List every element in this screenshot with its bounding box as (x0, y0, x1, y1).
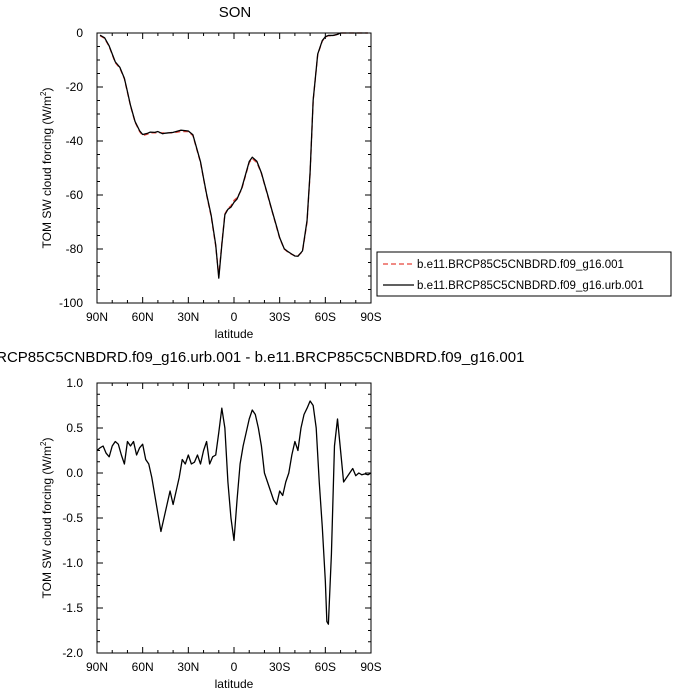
x-tick-label: 60N (132, 660, 154, 674)
x-tick-label: 90N (86, 310, 108, 324)
plot-frame (96, 382, 372, 654)
x-tick-label: 60N (132, 310, 154, 324)
y-tick-label: -80 (66, 242, 84, 256)
y-tick-label: 0.0 (66, 466, 83, 480)
x-tick-label: 90S (360, 660, 381, 674)
y-axis-label-main: TOM SW cloud forcing (W/m (40, 446, 54, 598)
x-tick-label: 60S (315, 310, 336, 324)
y-axis-label: TOM SW cloud forcing (W/m2) (39, 88, 54, 249)
x-axis-label: latitude (215, 677, 254, 691)
series-line-1 (99, 32, 368, 279)
top-chart: 90N 60N 30N 0 30S 60S 90S 0 -20 -40 -60 -80 -100 lati… (39, 26, 382, 341)
y-axis-label-end: ) (40, 438, 54, 442)
y-tick-label: -60 (66, 188, 84, 202)
legend-label-1: b.e11.BRCP85C5CNBDRD.f09_g16.urb.001 (417, 280, 644, 292)
y-axis-label-superscript: 2 (39, 441, 48, 446)
legend: b.e11.BRCP85C5CNBDRD.f09_g16.001 b.e11.BR… (376, 251, 672, 297)
x-tick-label: 30N (177, 660, 199, 674)
bottom-chart: 90N 60N 30N 0 30S 60S 90S 1.0 0.5 0.0 -0.5 -1.0 -1.5… (39, 376, 382, 691)
x-tick-label: 90N (86, 660, 108, 674)
y-axis-label-end: ) (40, 88, 54, 92)
x-tick-label: 90S (360, 310, 381, 324)
x-tick-label: 30S (269, 310, 290, 324)
y-axis-label-main: TOM SW cloud forcing (W/m (40, 96, 54, 248)
x-tick-label: 30N (177, 310, 199, 324)
y-tick-label: 1.0 (66, 376, 83, 390)
y-tick-label: -0.5 (62, 511, 83, 525)
y-tick-label: 0.5 (66, 421, 83, 435)
legend-label-0: b.e11.BRCP85C5CNBDRD.f09_g16.001 (417, 259, 624, 271)
x-tick-label: 0 (231, 310, 238, 324)
series-line-0 (99, 32, 368, 277)
top-chart-title: SON (219, 4, 252, 21)
y-tick-label: -2.0 (62, 646, 83, 660)
x-tick-label: 30S (269, 660, 290, 674)
y-tick-label: -1.5 (62, 601, 83, 615)
y-tick-label: -20 (66, 80, 84, 94)
plot-frame (96, 32, 372, 304)
y-tick-label: -1.0 (62, 556, 83, 570)
series-line-0 (96, 400, 372, 625)
y-tick-label: 0 (76, 26, 83, 40)
x-tick-label: 60S (315, 660, 336, 674)
legend-box (376, 251, 672, 297)
y-axis-label-superscript: 2 (39, 91, 48, 96)
x-tick-label: 0 (231, 660, 238, 674)
y-tick-label: -40 (66, 134, 84, 148)
bottom-chart-title: b.e11.BRCP85C5CNBDRD.f09_g16.urb.001 - b… (0, 349, 524, 366)
x-axis-label: latitude (215, 327, 254, 341)
y-tick-label: -100 (59, 296, 83, 310)
y-axis-label: TOM SW cloud forcing (W/m2) (39, 438, 54, 599)
